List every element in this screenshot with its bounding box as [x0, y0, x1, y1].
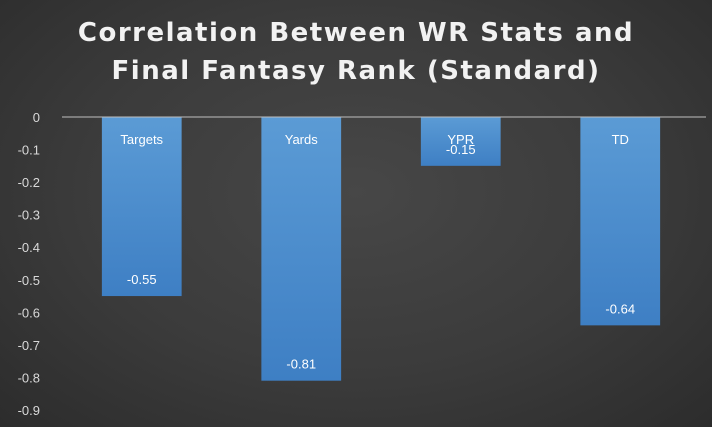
y-tick-label: -0.3: [18, 208, 40, 223]
labels-layer: Targets -0.55 Yards -0.81 YPR-0.15 TD -0.64 0 -0…: [18, 110, 635, 418]
y-tick-label: -0.9: [18, 403, 40, 418]
category-label-td: TD: [612, 132, 629, 147]
chart-title: Correlation Between WR Stats and Final F…: [0, 14, 712, 90]
data-label-targets: -0.55: [127, 272, 157, 287]
bar-ypr: [420, 117, 501, 166]
chart-title-line-2: Final Fantasy Rank (Standard): [111, 56, 601, 86]
bar-targets: [101, 117, 182, 297]
category-label-yards: Yards: [285, 132, 318, 147]
bar-td: [580, 117, 661, 326]
y-tick-label: -0.8: [18, 370, 40, 385]
y-tick-label: -0.2: [18, 175, 40, 190]
data-label-td: -0.64: [605, 301, 635, 316]
data-label-yards: -0.81: [286, 357, 316, 372]
data-label-ypr: -0.15: [446, 142, 476, 157]
category-label-targets: Targets: [120, 132, 163, 147]
chart-title-line-1: Correlation Between WR Stats and: [77, 18, 635, 48]
y-tick-label: -0.7: [18, 338, 40, 353]
y-tick-label: 0: [33, 110, 40, 125]
y-tick-label: -0.5: [18, 273, 40, 288]
category-label-ypr: YPR: [447, 132, 474, 147]
y-tick-label: -0.4: [18, 240, 40, 255]
y-tick-label: -0.6: [18, 305, 40, 320]
bars-layer: [101, 117, 661, 381]
y-tick-label: -0.1: [18, 143, 40, 158]
bar-yards: [261, 117, 342, 381]
